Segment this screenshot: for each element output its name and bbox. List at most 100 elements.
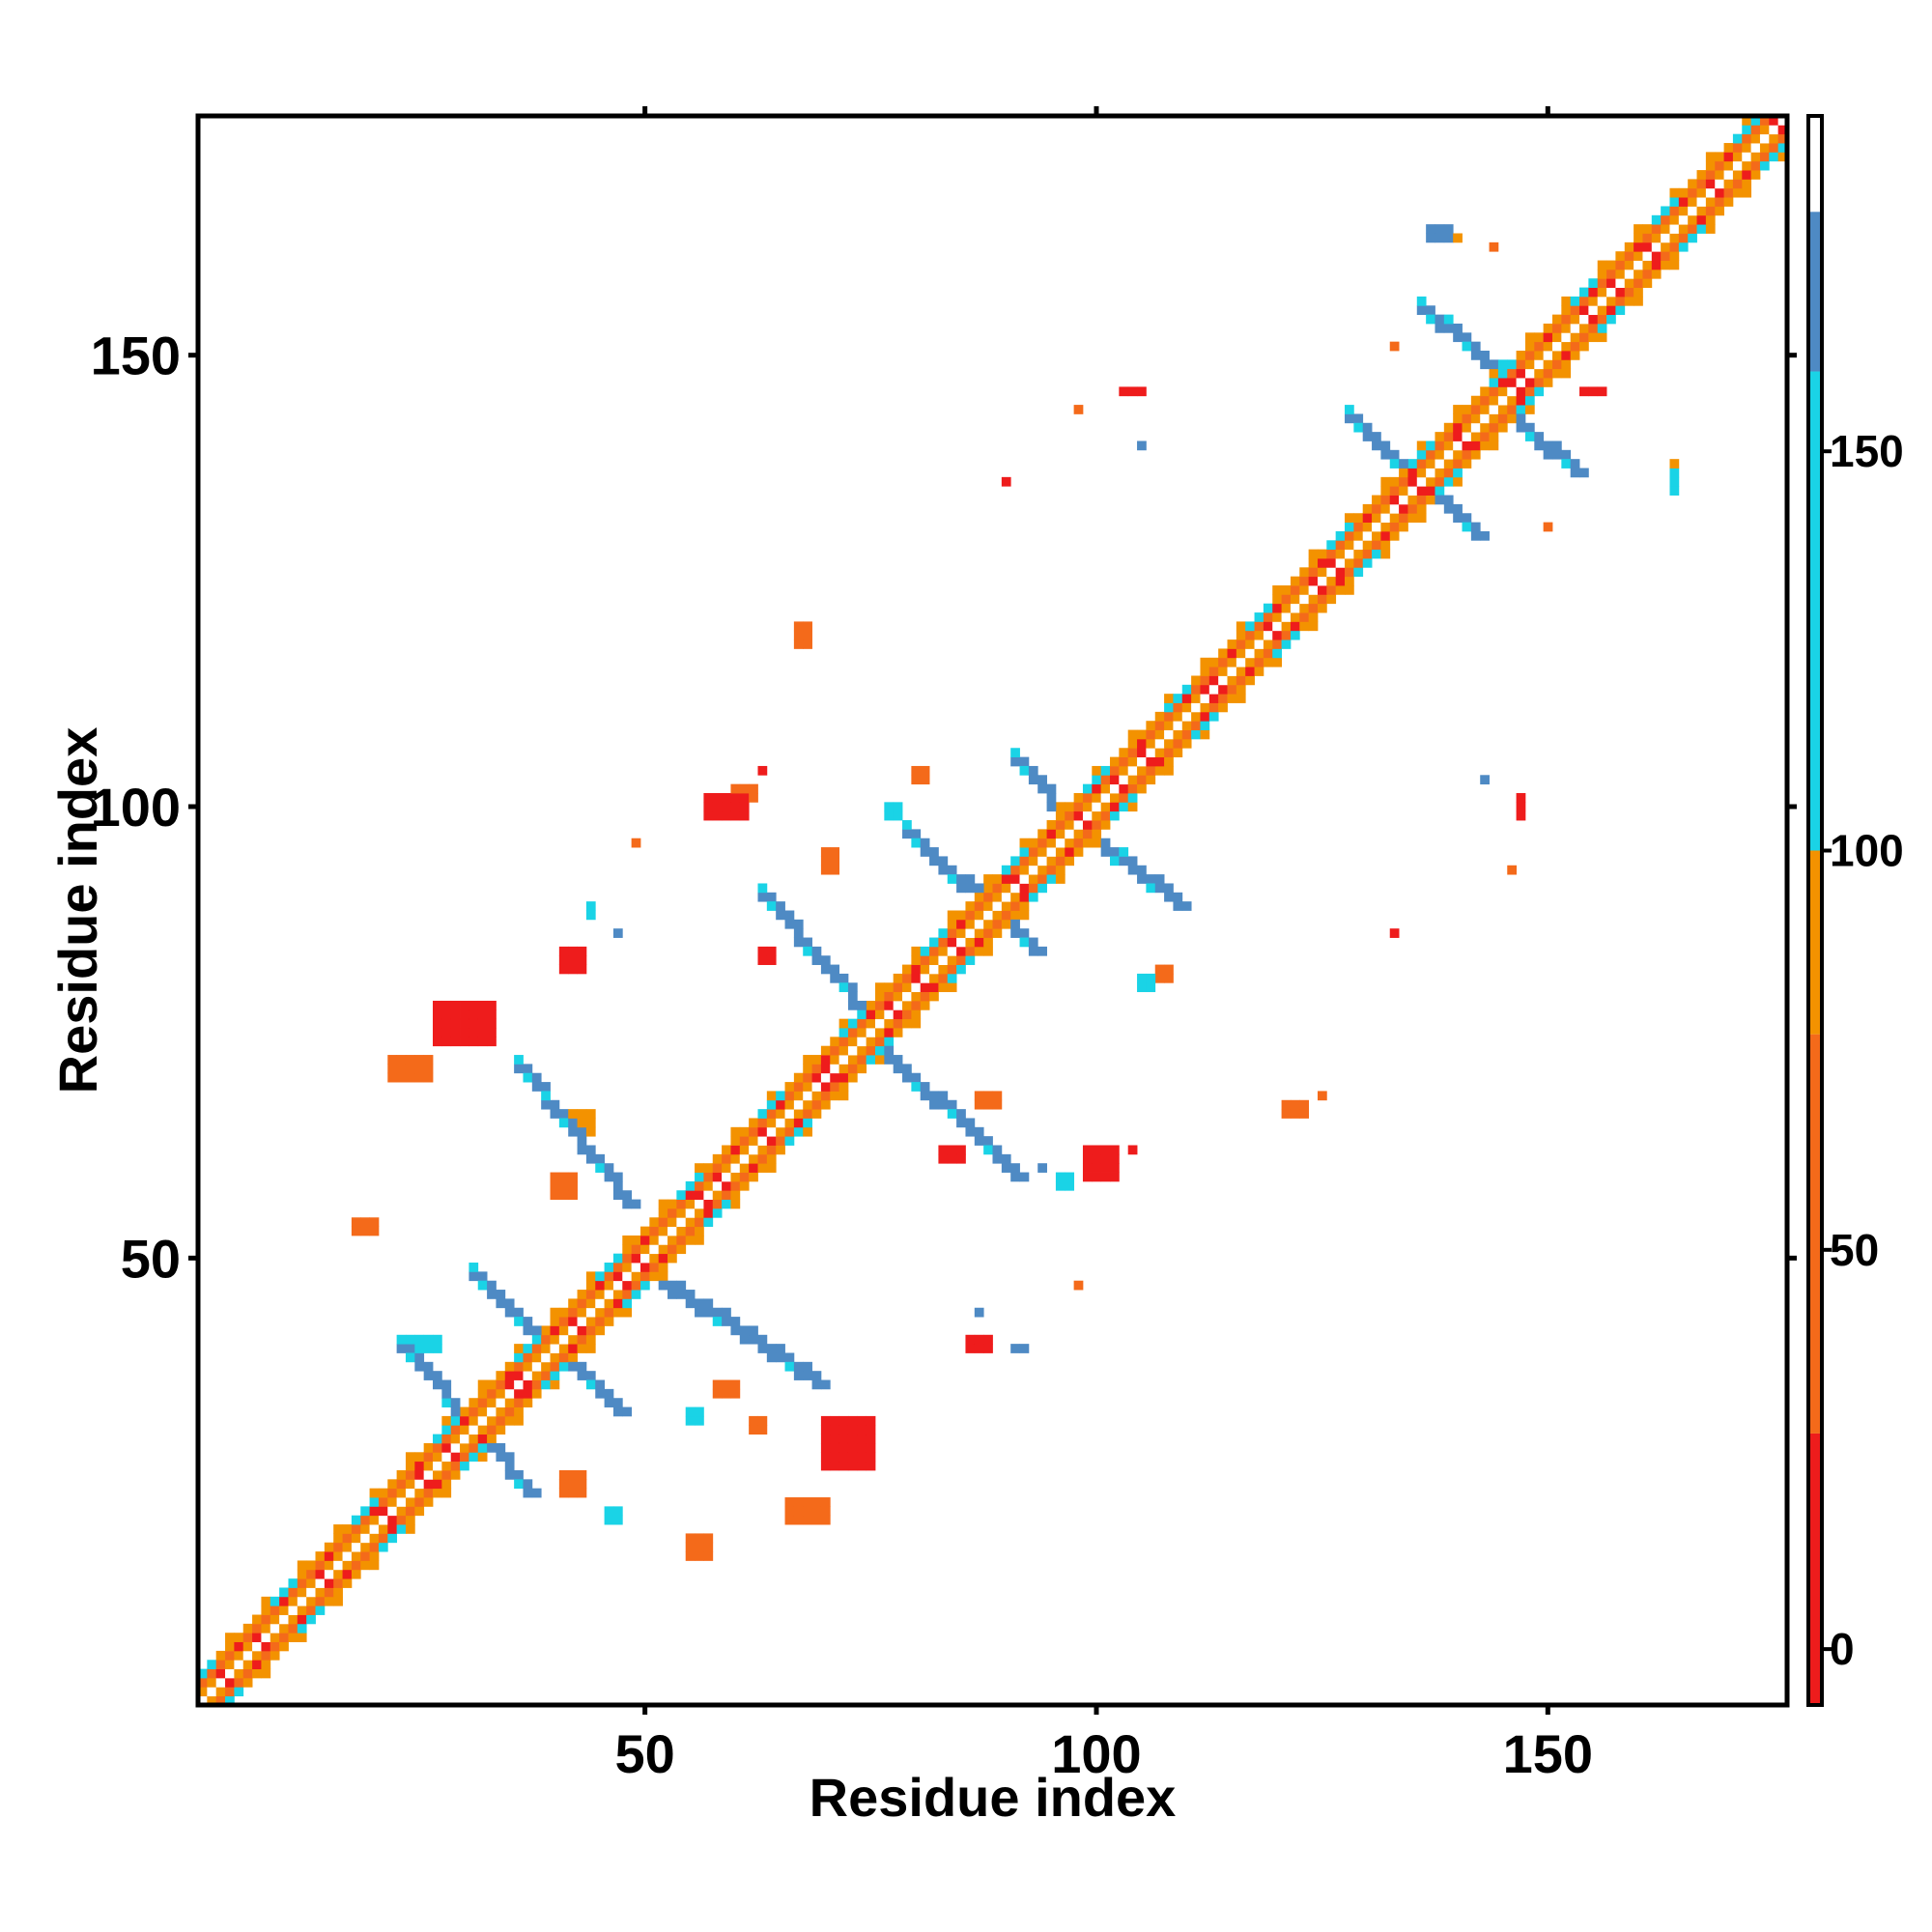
diagonal-band-cell <box>1678 233 1689 243</box>
contact-patch-cell <box>1669 459 1680 469</box>
diagonal-band-cell <box>911 946 922 956</box>
diagonal-band-cell <box>469 1406 479 1417</box>
diagonal-band-cell <box>1489 395 1499 406</box>
contact-patch-cell <box>974 1099 984 1110</box>
diagonal-band-cell <box>450 1469 461 1480</box>
x-tick-label: 100 <box>1051 1723 1141 1784</box>
diagonal-band-cell <box>1073 810 1084 821</box>
diagonal-band-cell <box>1443 440 1454 451</box>
diagonal-band-cell <box>333 1596 343 1606</box>
diagonal-band-cell <box>558 1361 569 1372</box>
contact-patch-cell <box>487 1018 497 1029</box>
diagonal-cell <box>649 1244 660 1255</box>
diagonal-band-cell <box>387 1533 398 1544</box>
diagonal-band-cell <box>1335 540 1346 551</box>
diagonal-band-cell <box>242 1660 253 1670</box>
diagonal-cell <box>1191 702 1201 713</box>
diagonal-cell <box>1489 405 1499 414</box>
contact-patch-cell <box>351 1226 361 1236</box>
diagonal-band-cell <box>369 1560 380 1571</box>
diagonal-band-cell <box>1534 378 1545 387</box>
strand-contact-cell <box>612 1406 623 1417</box>
diagonal-band-cell <box>902 973 912 983</box>
diagonal-band-cell <box>469 1398 479 1407</box>
diagonal-band-cell <box>387 1479 398 1490</box>
diagonal-band-cell <box>433 1488 442 1498</box>
strand-contact-cell <box>1435 323 1445 333</box>
contact-patch-cell <box>1092 1163 1102 1173</box>
diagonal-band-cell <box>324 1587 334 1598</box>
diagonal-band-cell <box>1308 603 1319 613</box>
diagonal-band-cell <box>1399 503 1408 514</box>
diagonal-band-cell <box>261 1668 271 1679</box>
diagonal-band-cell <box>1570 351 1580 360</box>
diagonal-band-cell <box>639 1280 650 1291</box>
diagonal-band-cell <box>585 1290 596 1299</box>
diagonal-band-cell <box>1001 919 1011 929</box>
strand-contact-cell <box>676 1290 687 1299</box>
diagonal-band-cell <box>1696 170 1707 180</box>
diagonal-band-cell <box>1380 549 1391 559</box>
diagonal-cell <box>1092 802 1102 812</box>
contact-patch-cell <box>558 964 569 975</box>
strand-contact-cell <box>504 1461 515 1471</box>
strand-contact-cell <box>947 865 957 875</box>
contact-patch-cell <box>1065 1172 1075 1182</box>
diagonal-band-cell <box>1272 648 1282 659</box>
strand-contact-cell <box>811 955 822 965</box>
diagonal-band-cell <box>776 1091 785 1101</box>
strand-contact-cell <box>1516 413 1526 424</box>
diagonal-band-cell <box>1597 323 1607 333</box>
contact-patch-cell <box>847 1461 858 1471</box>
contact-patch-cell <box>793 630 804 640</box>
diagonal-band-cell <box>1227 639 1237 649</box>
diagonal-band-cell <box>766 1091 777 1101</box>
diagonal-band-cell <box>414 1506 425 1517</box>
diagonal-band-cell <box>1489 368 1499 379</box>
diagonal-band-cell <box>288 1614 298 1625</box>
diagonal-cell <box>1299 594 1310 605</box>
diagonal-band-cell <box>866 1000 876 1010</box>
diagonal-band-cell <box>1588 287 1599 298</box>
strand-contact-cell <box>947 874 957 884</box>
diagonal-band-cell <box>1299 612 1310 622</box>
strand-contact-cell <box>523 1479 533 1490</box>
strand-contact-cell <box>1462 332 1472 343</box>
strand-contact-cell <box>1380 440 1391 451</box>
diagonal-band-cell <box>550 1317 560 1326</box>
diagonal-cell <box>1624 269 1634 279</box>
diagonal-cell <box>730 1163 741 1173</box>
diagonal-band-cell <box>1579 341 1589 352</box>
contact-patch-cell <box>685 1542 696 1552</box>
diagonal-band-cell <box>441 1434 452 1444</box>
diagonal-band-cell <box>1462 413 1472 424</box>
diagonal-band-cell <box>360 1542 370 1552</box>
diagonal-cell <box>1443 449 1454 460</box>
diagonal-band-cell <box>1615 287 1626 298</box>
diagonal-band-cell <box>631 1244 641 1255</box>
contact-patch-cell <box>1389 928 1400 938</box>
diagonal-band-cell <box>1254 630 1264 640</box>
contact-patch-cell <box>938 1153 949 1164</box>
diagonal-band-cell <box>712 1190 723 1200</box>
diagonal-band-cell <box>1019 883 1030 894</box>
diagonal-band-cell <box>1588 332 1599 343</box>
diagonal-band-cell <box>1208 657 1219 668</box>
diagonal-band-cell <box>1480 422 1490 433</box>
diagonal-cell <box>1597 296 1607 306</box>
strand-contact-cell <box>531 1325 542 1336</box>
colorbar-band <box>1808 116 1822 213</box>
diagonal-band-cell <box>568 1307 578 1318</box>
diagonal-band-cell <box>695 1235 704 1245</box>
diagonal-band-cell <box>1732 179 1743 189</box>
contact-patch-cell <box>450 1000 461 1010</box>
diagonal-band-cell <box>1732 170 1743 180</box>
strand-contact-cell <box>568 1118 578 1128</box>
diagonal-cell <box>1272 621 1282 632</box>
contact-patch-cell <box>766 955 777 965</box>
diagonal-band-cell <box>703 1217 714 1228</box>
diagonal-band-cell <box>1407 503 1418 514</box>
diagonal-band-cell <box>1200 684 1210 695</box>
diagonal-band-cell <box>225 1660 235 1670</box>
diagonal-band-cell <box>1579 296 1589 306</box>
